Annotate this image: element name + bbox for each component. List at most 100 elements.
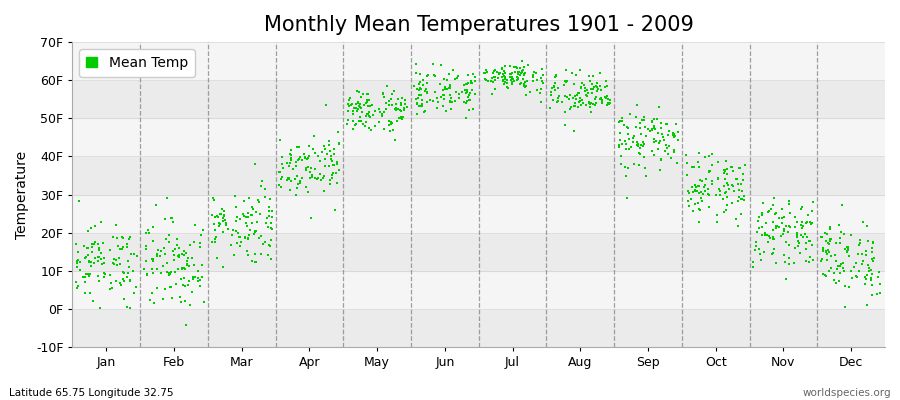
Point bbox=[238, 214, 253, 220]
Point bbox=[573, 98, 588, 104]
Point bbox=[547, 80, 562, 86]
Point bbox=[394, 95, 409, 101]
Point bbox=[186, 273, 201, 280]
Point bbox=[214, 211, 229, 218]
Point bbox=[836, 268, 850, 274]
Point bbox=[694, 194, 708, 201]
Point bbox=[85, 249, 99, 256]
Point bbox=[842, 284, 856, 290]
Point bbox=[140, 272, 154, 278]
Point bbox=[822, 240, 836, 246]
Point bbox=[290, 144, 304, 150]
Point bbox=[216, 264, 230, 271]
Point bbox=[622, 146, 636, 152]
Point bbox=[698, 154, 712, 160]
Point bbox=[792, 240, 806, 246]
Point bbox=[860, 248, 874, 254]
Point bbox=[165, 294, 179, 301]
Point bbox=[626, 139, 641, 145]
Point bbox=[283, 151, 297, 157]
Point bbox=[488, 67, 502, 73]
Point bbox=[248, 229, 262, 235]
Point bbox=[81, 271, 95, 278]
Point bbox=[681, 197, 696, 204]
Point bbox=[394, 115, 409, 122]
Point bbox=[281, 175, 295, 181]
Point bbox=[832, 270, 847, 276]
Point bbox=[584, 90, 598, 96]
Point bbox=[212, 219, 226, 226]
Point bbox=[788, 213, 802, 220]
Point bbox=[257, 194, 272, 200]
Point bbox=[666, 130, 680, 137]
Point bbox=[217, 212, 231, 219]
Point bbox=[692, 183, 706, 189]
Point bbox=[796, 204, 810, 210]
Point bbox=[865, 282, 879, 288]
Point bbox=[652, 104, 666, 110]
Point bbox=[488, 77, 502, 84]
Point bbox=[856, 218, 870, 225]
Point bbox=[729, 216, 743, 222]
Point bbox=[717, 167, 732, 174]
Point bbox=[419, 90, 434, 96]
Point bbox=[415, 101, 429, 107]
Point bbox=[502, 70, 517, 77]
Point bbox=[544, 89, 558, 95]
Point bbox=[842, 253, 857, 260]
Point bbox=[833, 261, 848, 267]
Point bbox=[181, 255, 195, 261]
Point bbox=[819, 238, 833, 244]
Point bbox=[186, 238, 201, 245]
Point bbox=[374, 109, 388, 115]
Point bbox=[365, 112, 380, 119]
Point bbox=[207, 220, 221, 227]
Point bbox=[771, 224, 786, 230]
Point bbox=[649, 138, 663, 144]
Point bbox=[632, 150, 646, 157]
Point bbox=[731, 198, 745, 204]
Point bbox=[601, 96, 616, 102]
Point bbox=[486, 70, 500, 77]
Point bbox=[288, 176, 302, 182]
Point bbox=[154, 248, 168, 255]
Bar bbox=[73, 118, 885, 156]
Point bbox=[502, 74, 517, 80]
Point bbox=[840, 248, 854, 254]
Point bbox=[354, 101, 368, 107]
Point bbox=[261, 224, 275, 230]
Point bbox=[828, 252, 842, 258]
Point bbox=[613, 118, 627, 124]
Point bbox=[129, 284, 143, 290]
Point bbox=[186, 238, 201, 245]
Point bbox=[840, 244, 854, 251]
Point bbox=[856, 258, 870, 265]
Point bbox=[629, 124, 643, 130]
Point bbox=[735, 196, 750, 202]
Point bbox=[819, 257, 833, 263]
Point bbox=[492, 70, 507, 76]
Point bbox=[340, 120, 355, 127]
Point bbox=[509, 77, 524, 83]
Point bbox=[788, 224, 803, 230]
Point bbox=[236, 211, 250, 217]
Point bbox=[847, 264, 861, 270]
Point bbox=[392, 114, 406, 121]
Point bbox=[420, 80, 435, 87]
Point bbox=[781, 229, 796, 235]
Point bbox=[254, 232, 268, 239]
Point bbox=[179, 322, 194, 328]
Point bbox=[713, 192, 727, 198]
Point bbox=[573, 84, 588, 90]
Point bbox=[633, 125, 647, 132]
Point bbox=[560, 94, 574, 101]
Point bbox=[832, 235, 847, 241]
Point bbox=[447, 76, 462, 82]
Point bbox=[641, 126, 655, 132]
Point bbox=[314, 177, 328, 184]
Point bbox=[433, 81, 447, 87]
Point bbox=[173, 294, 187, 300]
Point bbox=[592, 96, 607, 102]
Point bbox=[791, 238, 806, 245]
Point bbox=[635, 117, 650, 123]
